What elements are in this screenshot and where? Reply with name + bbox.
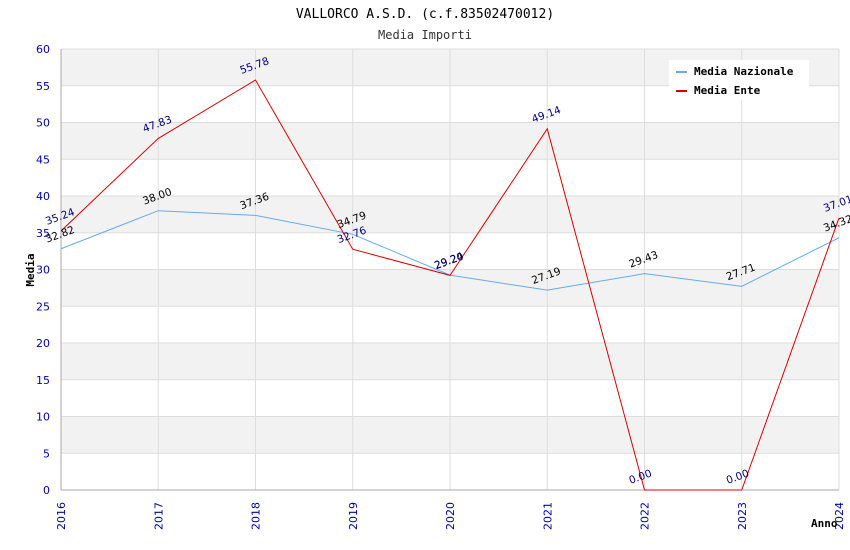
x-tick-label: 2016 bbox=[55, 502, 68, 530]
y-axis-label: Media bbox=[24, 253, 37, 286]
x-tick-label: 2020 bbox=[444, 502, 457, 530]
legend-label-media-ente: Media Ente bbox=[694, 84, 761, 97]
series-line-media-ente bbox=[60, 79, 840, 491]
y-axis-ticks: 0 5 10 15 20 25 30 35 40 45 50 55 60 bbox=[36, 43, 50, 497]
y-tick-label: 45 bbox=[36, 153, 50, 166]
chart-title: VALLORCO A.S.D. (c.f.83502470012) bbox=[296, 7, 554, 22]
y-tick-label: 55 bbox=[36, 80, 50, 93]
y-tick-label: 20 bbox=[36, 337, 50, 350]
x-tick-label: 2022 bbox=[639, 502, 652, 530]
grid-lines bbox=[60, 48, 840, 491]
x-tick-label: 2021 bbox=[541, 502, 554, 530]
legend: Media Nazionale Media Ente bbox=[669, 60, 809, 100]
y-tick-label: 50 bbox=[36, 117, 50, 130]
y-tick-label: 0 bbox=[43, 484, 50, 497]
x-tick-label: 2023 bbox=[736, 502, 749, 530]
y-tick-label: 5 bbox=[43, 447, 50, 460]
x-tick-label: 2017 bbox=[152, 502, 165, 530]
x-tick-label: 2019 bbox=[347, 502, 360, 530]
y-tick-label: 25 bbox=[36, 300, 50, 313]
y-tick-label: 60 bbox=[36, 43, 50, 56]
x-axis-ticks: 2016 2017 2018 2019 2020 2021 2022 2023 2024 bbox=[55, 502, 846, 530]
x-tick-label: 2024 bbox=[833, 502, 846, 530]
y-tick-label: 30 bbox=[36, 264, 50, 277]
x-axis-label: Anno bbox=[811, 517, 838, 530]
legend-label-media-nazionale: Media Nazionale bbox=[694, 65, 794, 78]
series-lines bbox=[60, 79, 840, 491]
y-tick-label: 40 bbox=[36, 190, 50, 203]
legend-box bbox=[669, 60, 809, 100]
y-tick-label: 10 bbox=[36, 411, 50, 424]
chart-subtitle: Media Importi bbox=[378, 28, 472, 42]
y-tick-label: 35 bbox=[36, 227, 50, 240]
x-tick-label: 2018 bbox=[250, 502, 263, 530]
y-tick-label: 15 bbox=[36, 374, 50, 387]
